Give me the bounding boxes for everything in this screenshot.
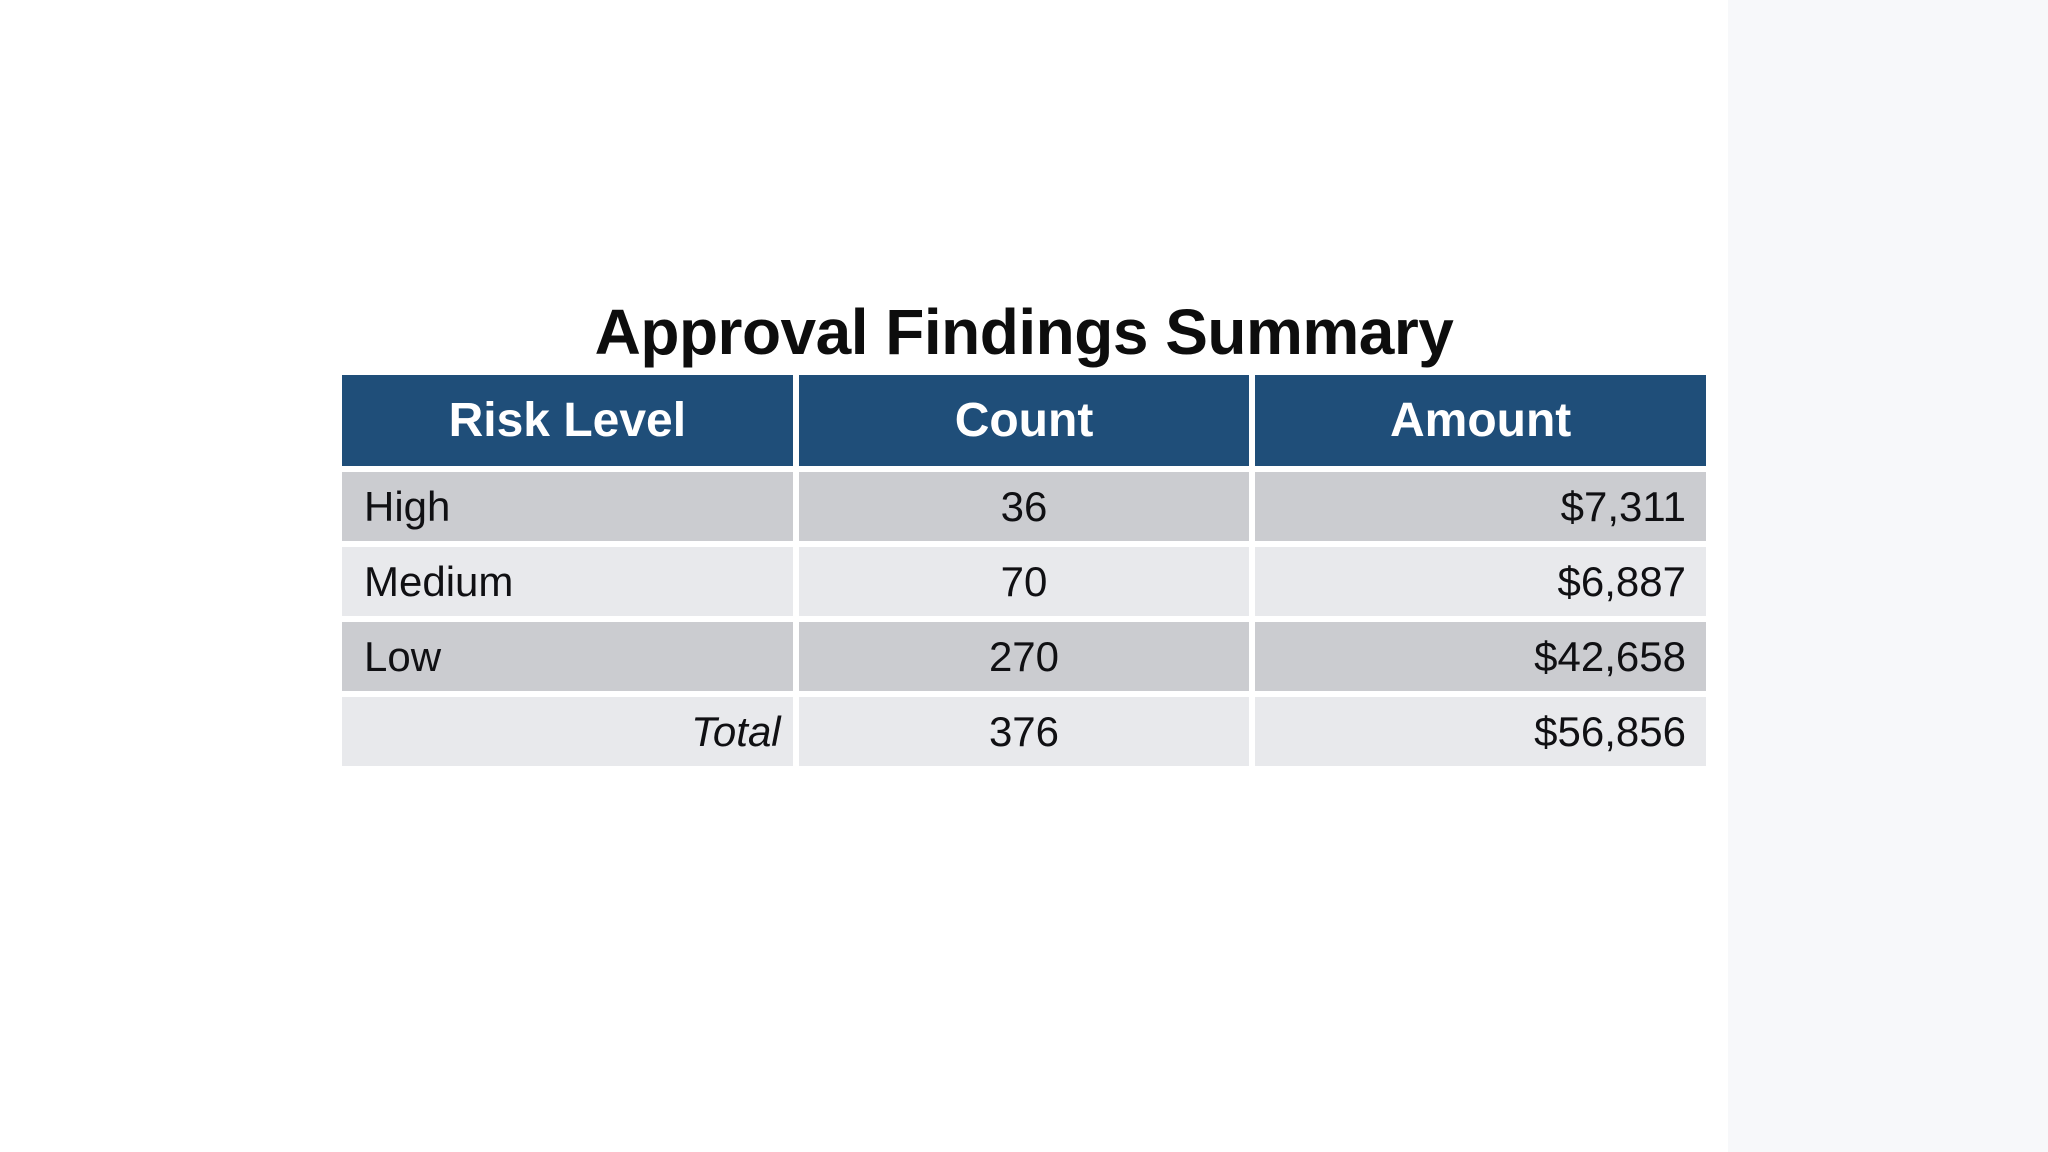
row-low-count: 270 <box>798 622 1250 691</box>
header-cell-risk-level: Risk Level <box>342 375 793 466</box>
row-high-amount: $7,311 <box>1255 472 1706 541</box>
total-row-count: 376 <box>798 697 1250 766</box>
page-title: Approval Findings Summary <box>594 295 1454 368</box>
header-cell-amount: Amount <box>1255 375 1706 466</box>
row-low-amount: $42,658 <box>1255 622 1706 691</box>
row-medium-count: 70 <box>798 547 1250 616</box>
header-cell-count: Count <box>798 375 1250 466</box>
findings-summary-table: Risk Level Count Amount High 36 $7,311 M… <box>342 375 1706 766</box>
row-medium-amount: $6,887 <box>1255 547 1706 616</box>
total-row-label: Total <box>342 697 793 766</box>
right-gutter-stripe <box>1728 0 2048 1152</box>
row-low-risk-level: Low <box>342 622 793 691</box>
row-medium-risk-level: Medium <box>342 547 793 616</box>
row-high-risk-level: High <box>342 472 793 541</box>
row-high-count: 36 <box>798 472 1250 541</box>
total-row-amount: $56,856 <box>1255 697 1706 766</box>
